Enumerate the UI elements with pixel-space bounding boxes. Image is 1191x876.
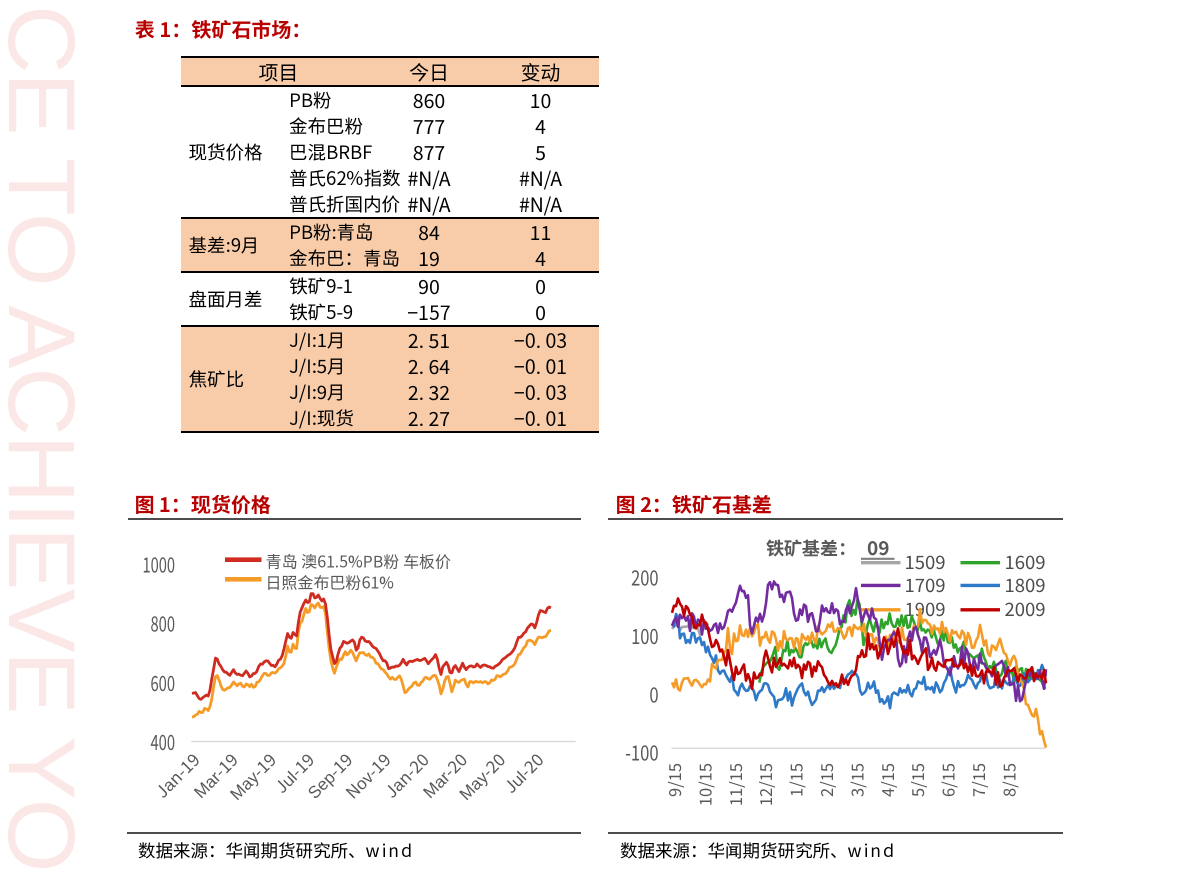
svg-text:5/15: 5/15 — [905, 763, 929, 797]
svg-text:09: 09 — [867, 535, 889, 561]
svg-text:200: 200 — [631, 563, 659, 593]
svg-text:日照金布巴粉61%: 日照金布巴粉61% — [266, 569, 395, 593]
svg-text:800: 800 — [151, 609, 176, 639]
svg-text:400: 400 — [151, 727, 176, 757]
svg-text:600: 600 — [151, 668, 176, 698]
svg-text:3/15: 3/15 — [844, 763, 868, 797]
svg-text:8/15: 8/15 — [996, 763, 1020, 797]
svg-text:1000: 1000 — [143, 549, 176, 579]
svg-text:100: 100 — [631, 621, 659, 651]
svg-text:铁矿基差：: 铁矿基差： — [765, 535, 856, 561]
svg-text:7/15: 7/15 — [966, 763, 990, 797]
svg-text:2009: 2009 — [1005, 596, 1046, 622]
svg-text:9/15: 9/15 — [662, 763, 686, 797]
svg-text:Jul-20: Jul-20 — [497, 747, 548, 798]
svg-text:1709: 1709 — [905, 572, 946, 598]
svg-text:1/15: 1/15 — [784, 763, 808, 797]
svg-text:1609: 1609 — [1005, 549, 1046, 575]
svg-text:0: 0 — [649, 679, 658, 709]
svg-text:4/15: 4/15 — [875, 763, 899, 797]
svg-text:青岛 澳61.5%PB粉 车板价: 青岛 澳61.5%PB粉 车板价 — [266, 549, 452, 573]
svg-text:2/15: 2/15 — [814, 763, 838, 797]
svg-text:6/15: 6/15 — [936, 763, 960, 797]
svg-text:1809: 1809 — [1005, 572, 1046, 598]
svg-text:-100: -100 — [625, 738, 659, 768]
svg-text:10/15: 10/15 — [692, 763, 716, 806]
svg-text:11/15: 11/15 — [723, 763, 747, 806]
svg-text:12/15: 12/15 — [753, 763, 777, 806]
svg-text:1509: 1509 — [905, 549, 946, 575]
